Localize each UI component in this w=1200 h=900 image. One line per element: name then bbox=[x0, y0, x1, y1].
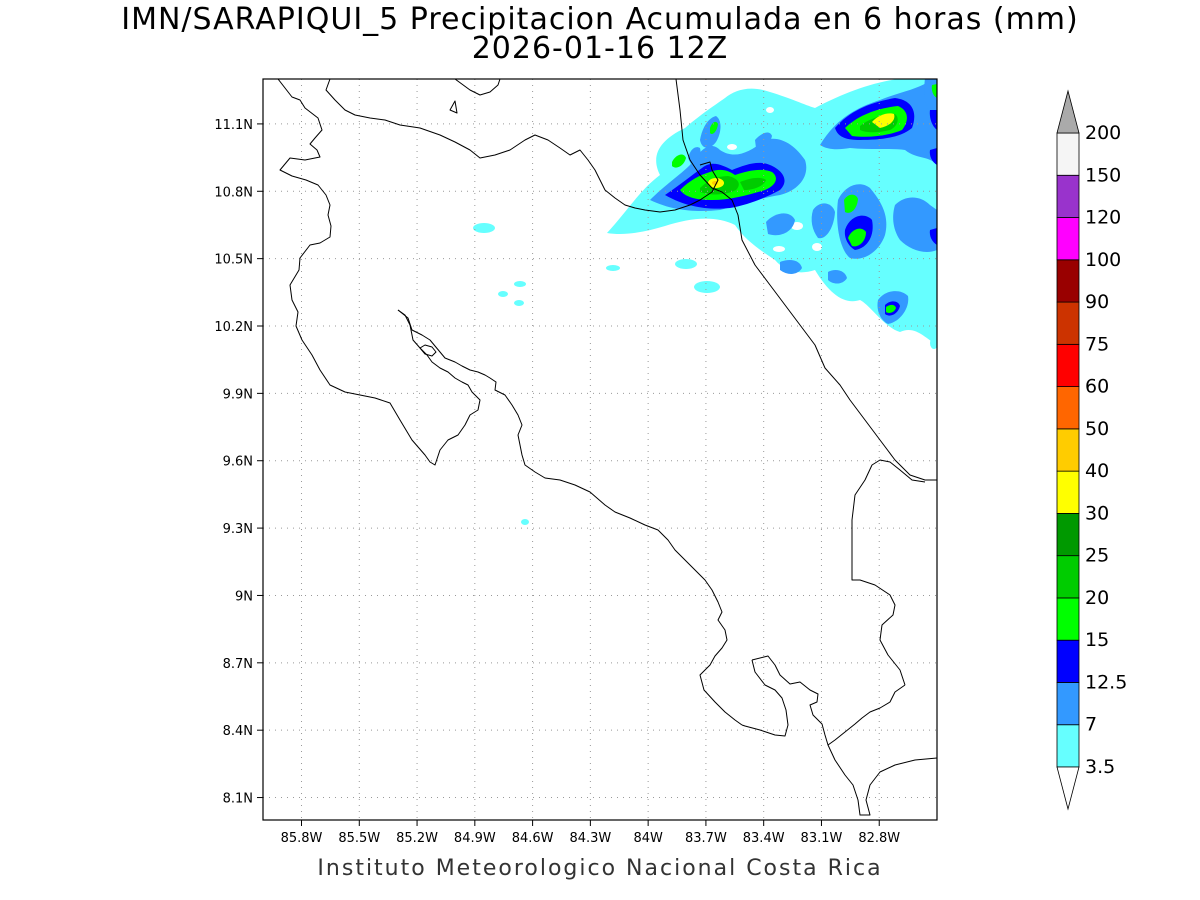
colorbar-label: 7 bbox=[1085, 714, 1097, 736]
x-tick-label: 84.3W bbox=[569, 831, 611, 846]
y-tick-label: 11.1N bbox=[214, 118, 253, 133]
footer-credit: Instituto Meteorologico Nacional Costa R… bbox=[317, 856, 883, 881]
colorbar-label: 30 bbox=[1085, 502, 1109, 524]
colorbar-label: 50 bbox=[1085, 418, 1109, 440]
colorbar-low-arrow bbox=[1056, 766, 1080, 811]
map-frame bbox=[262, 78, 938, 821]
y-tick-label: 8.7N bbox=[223, 657, 253, 672]
colorbar-swatch bbox=[1056, 301, 1080, 345]
colorbar-swatch bbox=[1056, 639, 1080, 683]
colorbar-swatch bbox=[1056, 174, 1080, 218]
colorbar-label: 25 bbox=[1085, 545, 1109, 567]
colorbar-swatch bbox=[1056, 597, 1080, 641]
chart-datetime: 2026-01-16 12Z bbox=[471, 31, 729, 66]
y-tick-label: 8.4N bbox=[223, 724, 253, 739]
colorbar-swatch bbox=[1056, 724, 1080, 768]
colorbar-swatch bbox=[1056, 217, 1080, 261]
colorbar-high-arrow bbox=[1056, 89, 1080, 134]
y-tick-label: 10.2N bbox=[214, 320, 253, 335]
colorbar-label: 20 bbox=[1085, 587, 1109, 609]
precipitation-field bbox=[473, 79, 937, 525]
colorbar-swatch bbox=[1056, 132, 1080, 176]
colorbar-swatch bbox=[1056, 259, 1080, 303]
y-tick-label: 10.5N bbox=[214, 253, 253, 268]
chart-title: IMN/SARAPIQUI_5 Precipitacion Acumulada … bbox=[121, 2, 1079, 37]
coastlines-and-borders bbox=[277, 79, 937, 816]
colorbar-label: 150 bbox=[1085, 164, 1121, 186]
lat-lon-grid bbox=[263, 79, 937, 820]
colorbar-label: 100 bbox=[1085, 249, 1121, 271]
colorbar-label: 75 bbox=[1085, 333, 1109, 355]
x-tick-label: 83.4W bbox=[743, 831, 785, 846]
colorbar-label: 12.5 bbox=[1085, 671, 1127, 693]
colorbar-swatch bbox=[1056, 343, 1080, 388]
colorbar-label: 60 bbox=[1085, 376, 1109, 398]
y-tick-label: 9.3N bbox=[223, 522, 253, 537]
colorbar-label: 15 bbox=[1085, 629, 1109, 651]
y-axis: 11.1N 10.8N 10.5N 10.2N 9.9N 9.6N 9.3N 9N 8.7N 8.… bbox=[214, 118, 263, 807]
x-tick-label: 85.8W bbox=[281, 831, 323, 846]
x-tick-label: 84.6W bbox=[512, 831, 554, 846]
colorbar-swatch bbox=[1056, 428, 1080, 472]
x-tick-label: 85.2W bbox=[396, 831, 438, 846]
colorbar-label: 90 bbox=[1085, 291, 1109, 313]
y-tick-label: 9N bbox=[235, 589, 253, 604]
x-axis: 85.8W 85.5W 85.2W 84.9W 84.6W 84.3W 84W 83.7W 83… bbox=[281, 820, 900, 846]
y-tick-label: 9.9N bbox=[223, 387, 253, 402]
colorbar-swatch bbox=[1056, 555, 1080, 599]
y-tick-label: 10.8N bbox=[214, 185, 253, 200]
x-tick-label: 84W bbox=[633, 831, 663, 846]
colorbar-label: 40 bbox=[1085, 460, 1109, 482]
x-tick-label: 83.1W bbox=[801, 831, 843, 846]
x-tick-label: 85.5W bbox=[338, 831, 380, 846]
colorbar-swatch bbox=[1056, 470, 1080, 514]
y-tick-label: 8.1N bbox=[223, 792, 253, 807]
colorbar-label: 3.5 bbox=[1085, 756, 1115, 778]
y-tick-label: 9.6N bbox=[223, 455, 253, 470]
colorbar-label: 200 bbox=[1085, 122, 1121, 144]
x-tick-label: 83.7W bbox=[685, 831, 727, 846]
colorbar-label: 120 bbox=[1085, 207, 1121, 229]
colorbar-swatch bbox=[1056, 513, 1080, 557]
x-tick-label: 82.8W bbox=[858, 831, 900, 846]
x-tick-label: 84.9W bbox=[454, 831, 496, 846]
colorbar-swatch bbox=[1056, 386, 1080, 430]
colorbar-legend: 3.5 7 12.5 15 20 25 30 40 50 60 75 90 100 120 150 200 bbox=[1056, 89, 1127, 811]
colorbar-swatch bbox=[1056, 682, 1080, 726]
